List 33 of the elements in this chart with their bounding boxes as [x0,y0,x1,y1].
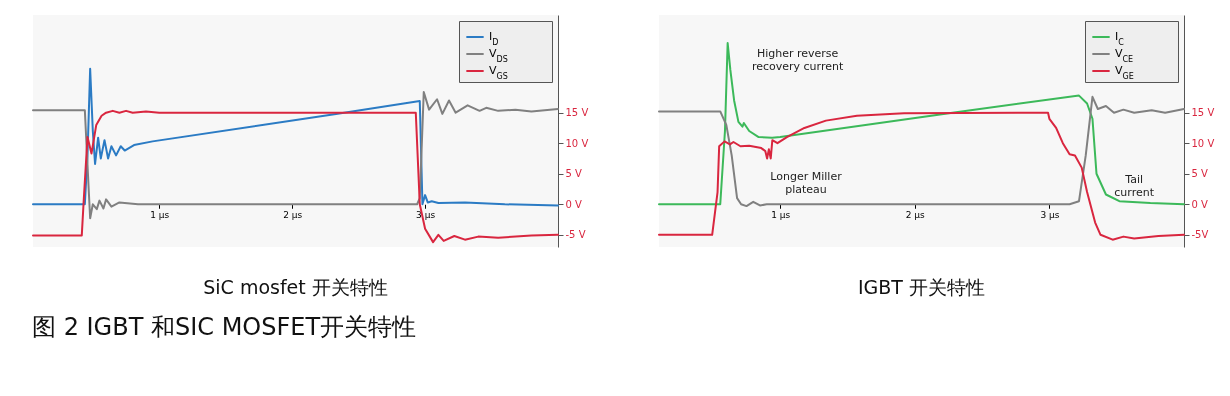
legend-label: I$_{C}$ [1115,30,1125,47]
annotation: Longer Miller plateau [770,170,843,197]
x-tick-label: 1 µs [771,209,791,220]
annotation: Higher reverse recovery current [751,47,844,74]
y-tick-label: 0 V [565,198,583,210]
y-tick-label: 0 V [1191,198,1209,210]
y-tick-label: 5 V [565,168,583,180]
legend-label: V$_{DS}$ [489,47,508,64]
line-series [32,109,559,244]
text: SiC mosfet 开关特性 [203,276,388,298]
x-tick-label: 2 µs [905,209,926,220]
x-tick-label: 2 µs [283,209,303,220]
x-tick-label: 3 µs [1040,209,1060,220]
caption: 图 2 IGBT 和SIC MOSFET开关特性 [32,313,417,341]
y-tick-label: 15 V [565,107,589,119]
line-series [32,67,559,207]
line-series [658,111,1185,241]
y-tick-label: 10 V [1191,137,1215,149]
annotation: Tail current [1114,173,1155,200]
legend-label: I$_{D}$ [489,30,499,47]
y-tick-label: 5 V [1191,168,1209,180]
line-series [658,95,1185,208]
legend-label: V$_{GS}$ [489,64,508,81]
x-tick-label: 1 µs [150,209,170,220]
y-tick-label: 15 V [1191,107,1215,119]
y-tick-label: -5 V [565,229,586,241]
y-tick-label: 10 V [565,137,589,149]
legend-label: V$_{CE}$ [1115,47,1134,64]
text: IGBT 开关特性 [857,276,986,298]
x-tick-label: 3 µs [416,209,436,220]
line-series [32,90,559,220]
legend-label: V$_{GE}$ [1115,64,1134,81]
y-tick-label: -5V [1191,229,1209,241]
